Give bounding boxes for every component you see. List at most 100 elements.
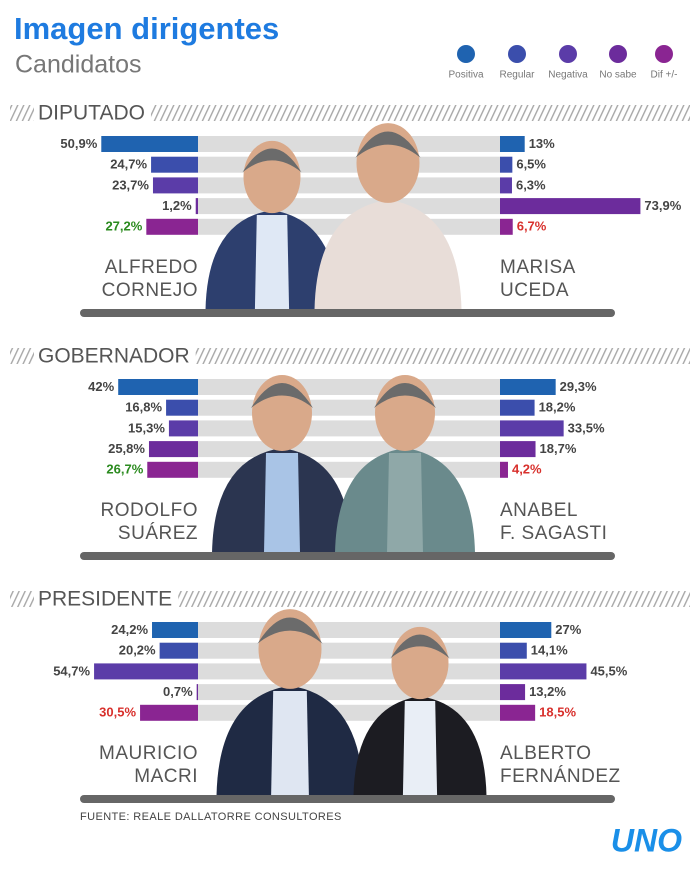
legend-label: No sabe: [599, 70, 637, 81]
candidate-name: ANABEL: [500, 500, 578, 521]
subtitle: Candidatos: [15, 51, 141, 79]
value-label: 15,3%: [128, 420, 165, 435]
hatch: [10, 591, 34, 607]
candidate-name: MAURICIO: [99, 743, 198, 764]
sections: DIPUTADO 50,9% 24,7% 23,7% 1,2% 27,2% ALFREDOC…: [10, 102, 690, 803]
photo: [257, 617, 323, 644]
photo: [264, 453, 300, 553]
bar: [101, 136, 198, 152]
candidate-name: F. SAGASTI: [500, 523, 607, 544]
value-label: 30,5%: [99, 705, 136, 720]
bar: [148, 441, 198, 458]
value-label: 13%: [529, 136, 555, 151]
hatch: [150, 105, 690, 121]
value-label: 20,2%: [119, 643, 156, 658]
value-label: 45,5%: [590, 663, 627, 678]
value-label: 33,5%: [568, 420, 605, 435]
legend-swatch: [609, 45, 627, 63]
value-label: 24,7%: [110, 157, 147, 172]
value-label: 6,3%: [516, 177, 546, 192]
photo: [355, 131, 421, 158]
legend-swatch: [457, 45, 475, 63]
track: [198, 663, 500, 680]
legend-swatch: [655, 45, 673, 63]
value-label: 14,1%: [531, 643, 568, 658]
candidate-name: RODOLFO: [101, 500, 198, 521]
value-label: 23,7%: [112, 177, 149, 192]
photo: [254, 215, 290, 310]
value-label: 27,2%: [105, 219, 142, 234]
section-title: GOBERNADOR: [38, 345, 190, 368]
track: [198, 684, 500, 701]
value-label: 27%: [555, 622, 581, 637]
bar: [152, 177, 198, 194]
legend-label: Regular: [499, 70, 535, 81]
candidate-name: MARISA: [500, 257, 576, 278]
value-label: 54,7%: [53, 663, 90, 678]
value-label: 25,8%: [108, 441, 145, 456]
track: [198, 441, 500, 458]
photo: [242, 148, 302, 173]
bar: [147, 461, 198, 478]
bar: [94, 663, 198, 680]
legend: Positiva Regular Negativa No sabe Dif +/-: [448, 45, 677, 81]
value-label: 6,7%: [517, 219, 547, 234]
value-label: 6,5%: [516, 157, 546, 172]
bar: [500, 420, 564, 437]
photo: [369, 205, 407, 310]
legend-label: Dif +/-: [651, 70, 678, 81]
candidate-name: MACRI: [134, 766, 198, 787]
title: Imagen dirigentes: [14, 11, 279, 46]
value-label: 29,3%: [560, 379, 597, 394]
candidate-name: ALFREDO: [105, 257, 198, 278]
value-label: 73,9%: [644, 198, 681, 213]
legend-swatch: [559, 45, 577, 63]
photo: [271, 691, 309, 796]
value-label: 13,2%: [529, 684, 566, 699]
logo: UNO: [611, 822, 682, 858]
hatch: [10, 348, 34, 364]
hatch: [10, 105, 34, 121]
divider: [80, 795, 615, 803]
value-label: 16,8%: [125, 400, 162, 415]
bar: [151, 156, 198, 173]
section: GOBERNADOR 42% 16,8% 15,3% 25,8% 26,7% RODOLFO…: [10, 345, 690, 560]
bar: [500, 218, 513, 235]
track: [198, 622, 500, 638]
photo: [402, 701, 438, 796]
photo: [390, 634, 450, 659]
track: [198, 399, 500, 416]
source: FUENTE: REALE DALLATORRE CONSULTORES: [80, 811, 342, 823]
track: [198, 136, 500, 152]
value-label: 18,5%: [539, 705, 576, 720]
track: [198, 379, 500, 395]
candidate-name: UCEDA: [500, 280, 569, 301]
candidate-name: CORNEJO: [102, 280, 198, 301]
candidate-name: SUÁREZ: [118, 523, 198, 544]
value-label: 24,2%: [111, 622, 148, 637]
section: DIPUTADO 50,9% 24,7% 23,7% 1,2% 27,2% ALFREDOC…: [10, 102, 690, 317]
track: [198, 156, 500, 173]
bar: [196, 684, 198, 701]
section-title: PRESIDENTE: [38, 588, 172, 611]
bar: [500, 684, 526, 701]
bar: [195, 198, 198, 215]
section-title: DIPUTADO: [38, 102, 145, 125]
bar: [166, 399, 198, 416]
track: [198, 642, 500, 659]
divider: [80, 309, 615, 317]
legend-label: Negativa: [548, 70, 588, 81]
photo: [374, 383, 436, 408]
bar: [500, 399, 535, 416]
value-label: 4,2%: [512, 462, 542, 477]
value-label: 50,9%: [60, 136, 97, 151]
bar: [159, 642, 198, 659]
bar: [118, 379, 198, 395]
section: PRESIDENTE 24,2% 20,2% 54,7% 0,7% 30,5% MAURIC…: [10, 588, 690, 803]
bar: [500, 156, 513, 173]
bar: [500, 461, 508, 478]
bar: [500, 136, 525, 152]
bar: [152, 622, 198, 638]
bar: [500, 379, 556, 395]
